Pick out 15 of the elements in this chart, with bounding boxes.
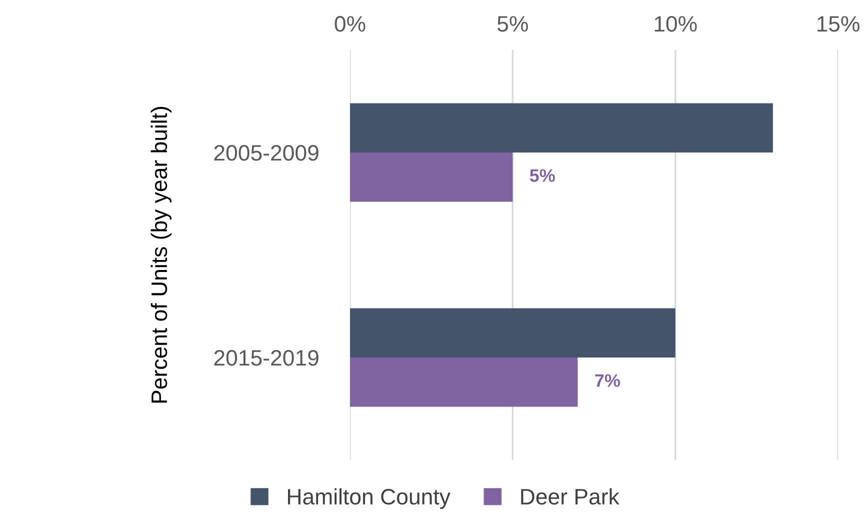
bar [350,103,773,152]
bar [350,152,513,202]
y-axis-title: Percent of Units (by year built) [150,106,172,403]
legend-label: Hamilton County [288,488,450,509]
legend-label: Deer Park [521,488,620,505]
x-tick-label: 5% [497,16,528,32]
y-tick-label: 2015-2019 [214,350,318,366]
x-tick-label: 0% [334,16,366,32]
data-label: 7% [595,374,620,387]
y-tick-label: 2005-2009 [214,145,318,161]
data-label: 5% [530,169,555,182]
bar [350,358,578,407]
x-tick-label: 15% [817,16,860,32]
x-tick-label: 10% [654,16,697,32]
bar [350,308,676,358]
